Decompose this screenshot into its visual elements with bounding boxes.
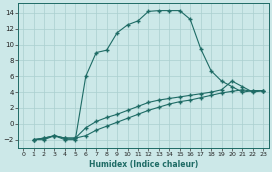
- X-axis label: Humidex (Indice chaleur): Humidex (Indice chaleur): [89, 159, 198, 169]
